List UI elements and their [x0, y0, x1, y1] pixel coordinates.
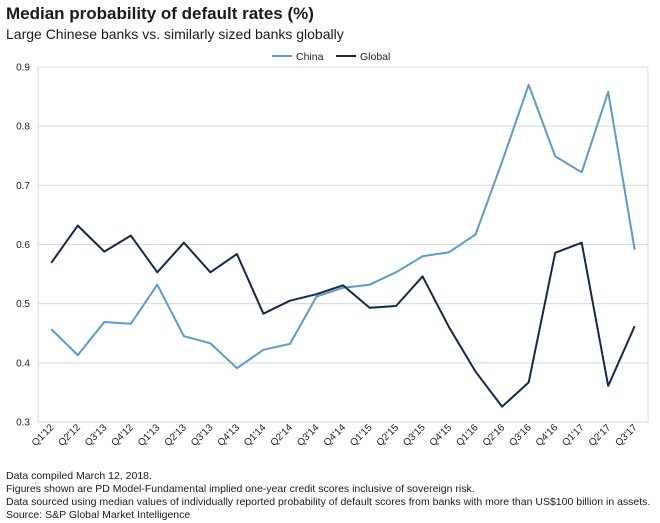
x-tick-label: Q2'16 [481, 422, 508, 449]
x-tick-label: Q2'13 [163, 422, 190, 449]
footnote-compiled: Data compiled March 12, 2018. [6, 470, 152, 482]
legend-label-global: Global [360, 51, 390, 63]
x-tick-label: Q1'15 [348, 422, 375, 449]
x-tick-label: Q3'17 [613, 422, 640, 449]
chart-subtitle: Large Chinese banks vs. similarly sized … [6, 26, 344, 42]
x-tick-label: Q4'12 [110, 422, 137, 449]
series-line-china [50, 83, 636, 370]
x-tick-label: Q3'16 [507, 422, 534, 449]
x-tick-label: Q1'17 [560, 422, 587, 449]
line-chart: 0.90.80.70.60.50.40.3 Q1'12 Q2'12 Q3'13 Q4'1… [16, 51, 649, 449]
x-tick-label: Q3'14 [295, 422, 322, 449]
footnote-data-source: Data sourced using median values of indi… [6, 496, 651, 508]
series-line-global [50, 224, 636, 408]
x-tick-label: Q1'13 [136, 422, 163, 449]
x-tick-label: Q4'14 [322, 422, 349, 449]
footnote-source: Source: S&P Global Market Intelligence [6, 509, 191, 521]
y-tick-label: 0.6 [16, 240, 30, 251]
y-tick-label: 0.8 [16, 122, 30, 133]
y-tick-label: 0.9 [16, 63, 30, 74]
x-tick-label: Q1'12 [30, 422, 57, 449]
legend-label-china: China [296, 51, 324, 63]
x-tick-label: Q4'16 [534, 422, 561, 449]
x-tick-label: Q2'14 [269, 422, 296, 449]
y-tick-label: 0.7 [16, 181, 30, 192]
x-tick-label: Q4'15 [428, 422, 455, 449]
x-tick-label: Q2'17 [587, 422, 614, 449]
chart-title: Median probability of default rates (%) [6, 4, 314, 23]
y-tick-label: 0.5 [16, 299, 30, 310]
y-tick-label: 0.4 [16, 358, 30, 369]
x-tick-label: Q2'15 [375, 422, 402, 449]
x-tick-label: Q2'12 [56, 422, 83, 449]
x-tick-label: Q1'14 [242, 422, 269, 449]
x-tick-label: Q1'16 [454, 422, 481, 449]
x-tick-label: Q3'15 [401, 422, 428, 449]
y-tick-label: 0.3 [16, 418, 30, 429]
x-tick-label: Q3'13 [189, 422, 216, 449]
legend: China Global [272, 51, 390, 63]
x-tick-label: Q3'13 [83, 422, 110, 449]
footnotes: Data compiled March 12, 2018. Figures sh… [6, 470, 650, 522]
footnote-figures: Figures shown are PD Model-Fundamental i… [6, 483, 475, 495]
x-tick-label: Q4'13 [216, 422, 243, 449]
